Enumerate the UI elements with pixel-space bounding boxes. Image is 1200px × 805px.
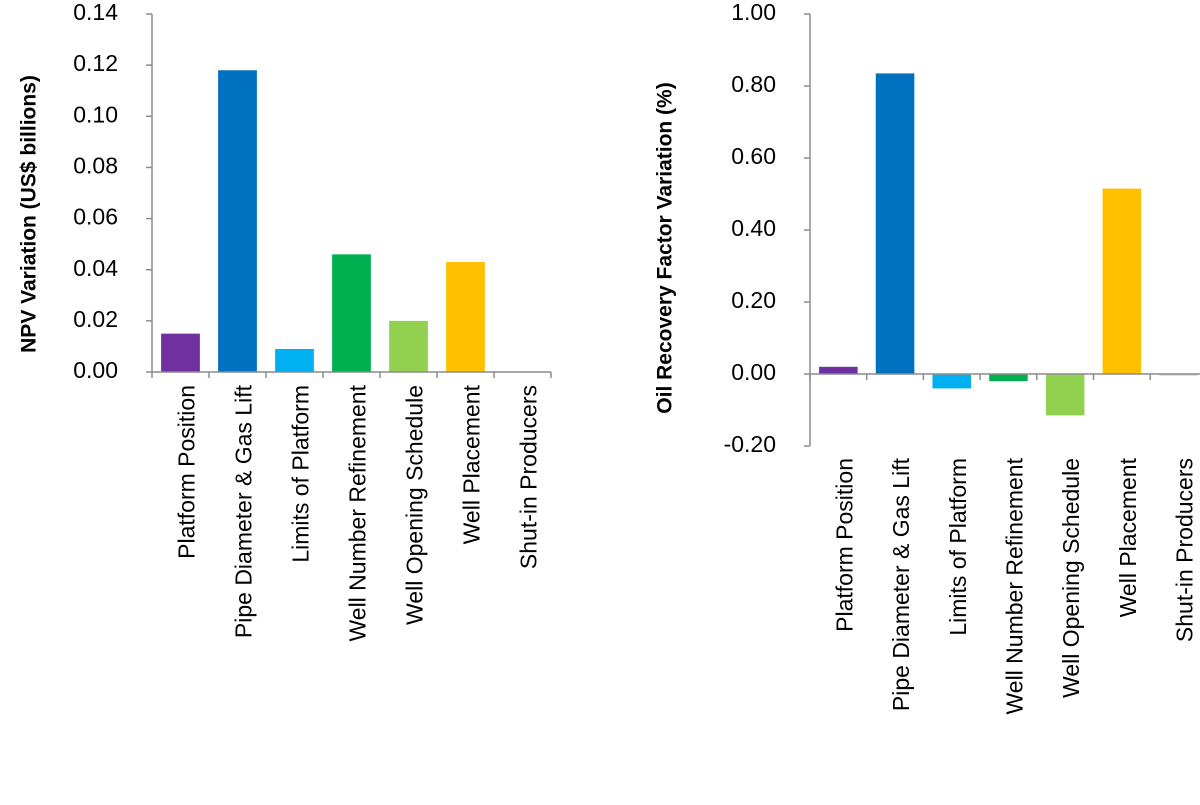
oil-recovery-bar-3 [932,374,972,389]
npv-bar-1 [161,333,200,372]
npv-y-tick-label: 0.08 [73,153,118,179]
oil-recovery-y-ticks: -0.20 0.00 0.20 0.40 0.60 0.80 1.00 [724,0,810,457]
oil-recovery-bar-4 [989,374,1028,382]
npv-bar-6 [446,262,485,372]
oil-recovery-category-label-3: Limits of Platform [945,458,971,636]
oil-recovery-y-tick-label: -0.20 [724,431,776,457]
oil-recovery-y-axis-label: Oil Recovery Factor Variation (%) [654,82,677,413]
oil-recovery-y-tick-label: 0.80 [731,71,776,97]
oil-recovery-category-label-2: Pipe Diameter & Gas Lift [888,457,914,711]
npv-y-tick-label: 0.12 [73,50,118,76]
oil-recovery-category-label-6: Well Placement [1115,457,1141,617]
npv-axes [151,14,552,378]
npv-y-tick-label: 0.14 [73,0,118,25]
oil-recovery-y-tick-label: 0.20 [731,287,776,313]
oil-recovery-bars [819,73,1198,416]
npv-category-label-3: Limits of Platform [288,385,314,563]
oil-recovery-y-tick-label: 0.40 [731,215,776,241]
npv-y-tick-label: 0.06 [73,204,118,230]
oil-recovery-bar-7 [1159,374,1198,376]
oil-recovery-bar-6 [1102,188,1142,374]
oil-recovery-axes [809,14,1200,446]
oil-recovery-category-label-4: Well Number Refinement [1002,457,1028,714]
oil-recovery-category-label-5: Well Opening Schedule [1058,458,1084,698]
npv-bar-5 [389,320,428,372]
oil-recovery-category-label-1: Platform Position [831,458,857,632]
npv-y-tick-label: 0.10 [73,101,118,127]
npv-y-tick-label: 0.02 [73,306,118,332]
npv-category-label-7: Shut-in Producers [516,385,542,569]
npv-category-label-2: Pipe Diameter & Gas Lift [231,384,257,638]
npv-bar-3 [275,348,314,372]
npv-y-axis-label: NPV Variation (US$ billions) [18,75,41,353]
npv-category-label-6: Well Placement [459,384,485,544]
npv-y-ticks: 0.00 0.02 0.04 0.06 0.08 0.10 0.12 0.14 [73,0,152,383]
npv-bar-4 [332,254,371,372]
oil-recovery-y-tick-label: 1.00 [731,0,776,25]
oil-recovery-chart: Oil Recovery Factor Variation (%) -0.20 0… [654,0,1200,715]
oil-recovery-bar-2 [875,73,915,375]
npv-bars [161,70,485,372]
npv-y-tick-label: 0.00 [73,357,118,383]
npv-category-labels: Platform Position Pipe Diameter & Gas Lif… [174,384,542,641]
npv-bar-2 [218,70,257,372]
npv-category-label-4: Well Number Refinement [345,384,371,641]
oil-recovery-y-tick-label: 0.00 [731,359,776,385]
npv-category-label-1: Platform Position [174,385,200,559]
oil-recovery-y-tick-label: 0.60 [731,143,776,169]
npv-y-tick-label: 0.04 [73,255,118,281]
oil-recovery-bar-1 [819,366,858,374]
oil-recovery-bar-5 [1045,374,1085,416]
oil-recovery-category-labels: Platform Position Pipe Diameter & Gas Lif… [831,457,1197,714]
npv-variation-chart: NPV Variation (US$ billions) 0.000.020.0… [18,0,552,642]
oil-recovery-category-label-7: Shut-in Producers [1172,458,1198,642]
npv-category-label-5: Well Opening Schedule [402,385,428,625]
